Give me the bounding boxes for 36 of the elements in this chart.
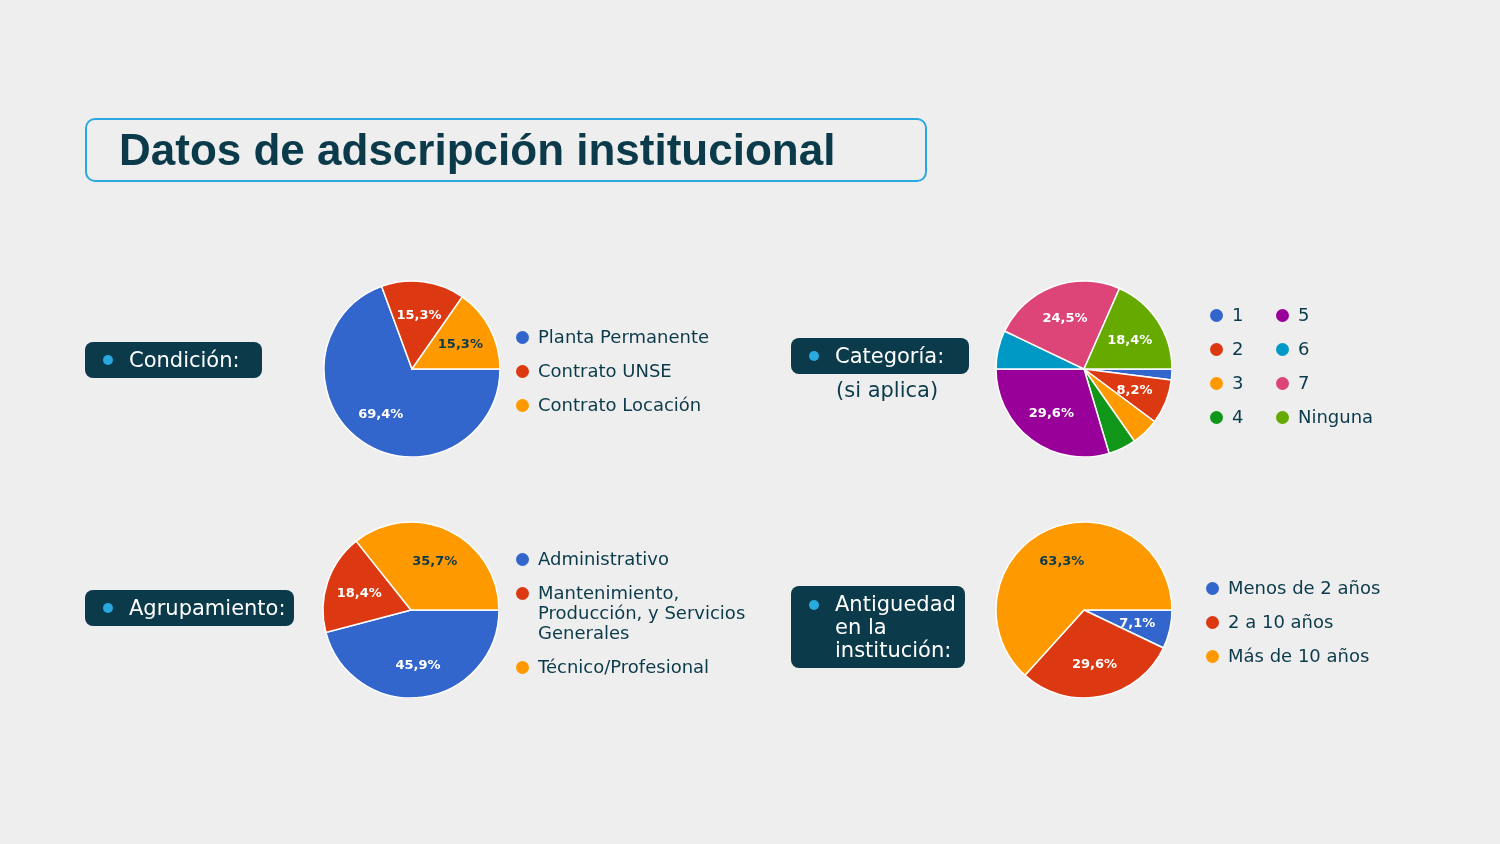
legend-label: Técnico/Profesional xyxy=(538,656,710,677)
data-label: 8,2% xyxy=(1116,381,1153,397)
legend-label: 1 xyxy=(1232,304,1244,325)
data-label: 35,7% xyxy=(412,553,458,569)
data-label: 45,9% xyxy=(395,656,441,672)
data-label: 29,6% xyxy=(1028,405,1074,421)
legend-label: 3 xyxy=(1232,372,1244,393)
legend-label: 7 xyxy=(1298,372,1310,393)
legend-label: 4 xyxy=(1232,406,1244,427)
legend-label: Contrato Locación xyxy=(538,394,702,415)
legend-label: Mantenimiento, Producción, y Servicios Generales xyxy=(538,582,747,643)
legend-label: Menos de 2 años xyxy=(1228,577,1381,598)
legend-label: 6 xyxy=(1298,338,1310,359)
legend-label: Administrativo xyxy=(538,548,669,569)
text: Antiguedad en la institución: xyxy=(835,591,956,662)
data-label: 69,4% xyxy=(358,406,404,422)
legend-label: 5 xyxy=(1298,304,1310,325)
legend-label: Ninguna xyxy=(1298,406,1374,427)
text: Condición: xyxy=(129,347,240,372)
legend-label: Planta Permanente xyxy=(538,326,710,347)
data-label: 18,4% xyxy=(336,585,382,601)
legend-label: Contrato UNSE xyxy=(538,360,672,381)
data-label: 24,5% xyxy=(1042,310,1088,326)
data-label: 29,6% xyxy=(1072,656,1118,672)
data-label: 15,3% xyxy=(437,336,483,352)
text: Agrupamiento: xyxy=(129,595,286,620)
text: Categoría: xyxy=(835,343,945,368)
text: Datos de adscripción institucional xyxy=(85,118,927,182)
text: (si aplica) xyxy=(836,378,939,402)
data-label: 63,3% xyxy=(1039,552,1085,568)
data-label: 7,1% xyxy=(1119,614,1156,630)
legend-label: 2 xyxy=(1232,338,1244,359)
data-label: 15,3% xyxy=(396,307,442,323)
legend-label: 2 a 10 años xyxy=(1228,611,1334,632)
data-label: 18,4% xyxy=(1107,331,1153,347)
legend-label: Más de 10 años xyxy=(1228,645,1370,666)
